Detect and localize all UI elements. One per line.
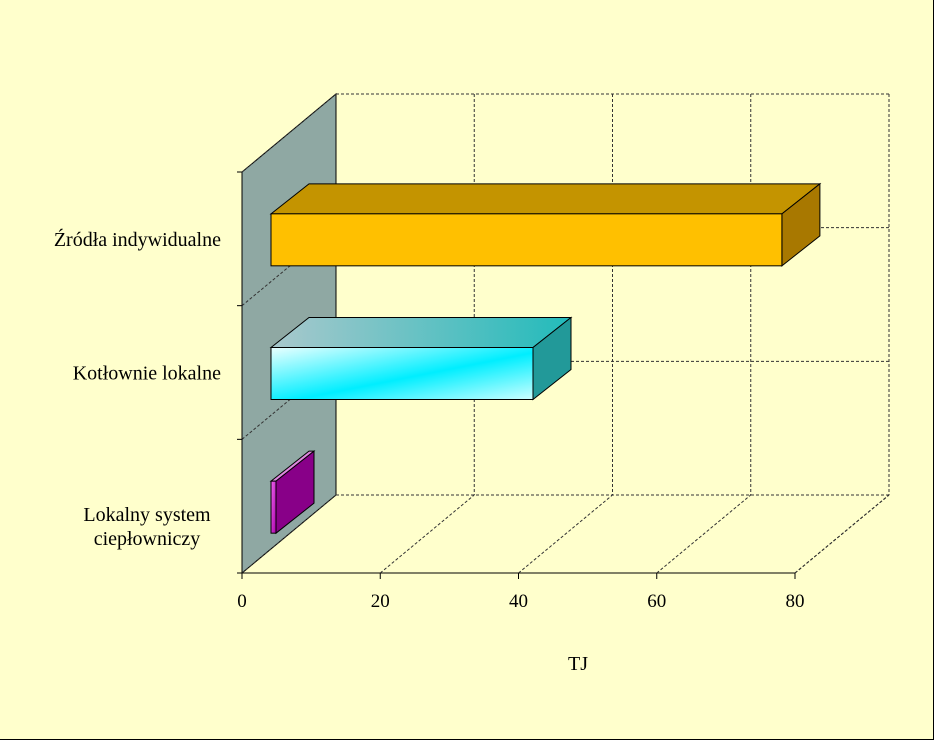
bar-front-face (270, 213, 783, 267)
category-label: ciepłowniczy (94, 528, 201, 550)
x-tick-label: 0 (237, 591, 247, 612)
x-tick-label: 60 (647, 591, 666, 612)
bar-front-face (270, 480, 277, 534)
x-tick-label: 80 (786, 591, 805, 612)
category-label: Źródła indywidualne (54, 228, 221, 251)
category-label: Kotłownie lokalne (73, 363, 221, 385)
bar-1 (269, 316, 573, 401)
bar-2 (269, 182, 822, 267)
bar-top-face (269, 317, 573, 348)
category-label: Lokalny system (83, 504, 211, 526)
gridline-floor (379, 494, 475, 574)
gridline-floor (656, 494, 752, 574)
gridline-floor (794, 494, 890, 574)
bar-0 (269, 450, 316, 535)
gridline-floor (518, 494, 613, 574)
x-tick-label: 40 (509, 591, 528, 612)
gridline-side (241, 494, 337, 574)
x-tick-label: 20 (371, 591, 390, 612)
bar-front-face (270, 347, 534, 400)
bar-top-face (269, 183, 822, 215)
x-axis-title: TJ (568, 653, 588, 675)
gridline-side (241, 93, 337, 173)
